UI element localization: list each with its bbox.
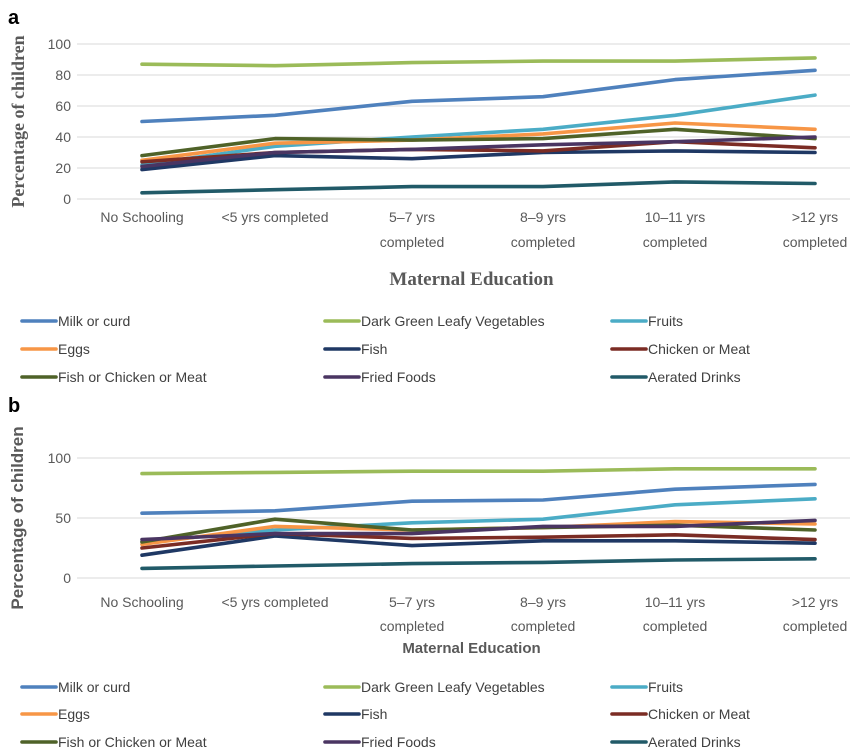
series-line-dark-green-leafy-vegetables [140, 56, 817, 68]
series-line-aerated-drinks [140, 180, 817, 195]
x-tick-label: 10–11 yrs completed [643, 209, 708, 250]
x-tick-label: >12 yrs completed [783, 594, 848, 634]
series-line-fish [140, 149, 817, 172]
x-axis-label: Maternal Education [402, 640, 540, 657]
legend: Milk or curd Dark Green Leafy Vegetables F… [20, 679, 750, 750]
y-tick-label: 0 [63, 191, 71, 207]
series-line-fruits [140, 93, 817, 167]
legend-label: Fried Foods [361, 734, 436, 750]
y-axis-label: Percentage of children [8, 35, 28, 207]
panel-letter: a [8, 7, 20, 29]
legend-label: Fruits [648, 313, 683, 329]
x-tick-label: <5 yrs completed [222, 594, 329, 610]
series-line-milk-or-curd [140, 482, 817, 516]
series-line-dark-green-leafy-vegetables [140, 466, 817, 476]
y-tick-label: 60 [55, 98, 71, 114]
legend-label: Milk or curd [58, 313, 130, 329]
legend-label: Fried Foods [361, 369, 436, 385]
y-tick-label: 20 [55, 160, 71, 176]
x-tick-label: <5 yrs completed [222, 209, 329, 225]
legend: Milk or curd Dark Green Leafy Vegetables F… [20, 313, 750, 385]
x-tick-label: 5–7 yrs completed [380, 209, 445, 250]
x-tick-label: No Schooling [100, 209, 183, 225]
legend-label: Dark Green Leafy Vegetables [361, 313, 545, 329]
series-line-fish [140, 534, 817, 558]
series-line-fried-foods [140, 135, 817, 169]
x-tick-label: 10–11 yrs completed [643, 594, 708, 634]
chart-panel-b: b 0 50 100 Percentage of children No Schoolin… [8, 395, 850, 750]
series-line-aerated-drinks [140, 556, 817, 571]
x-axis-label: Maternal Education [389, 269, 554, 290]
legend-label: Fish or Chicken or Meat [58, 369, 207, 385]
series-line-fruits [140, 496, 817, 544]
legend-label: Chicken or Meat [648, 706, 750, 722]
legend-label: Fish or Chicken or Meat [58, 734, 207, 750]
legend-label: Milk or curd [58, 679, 130, 695]
x-tick-label: >12 yrs completed [783, 209, 848, 250]
series-line-fried-foods [140, 518, 817, 542]
series-line-milk-or-curd [140, 68, 817, 124]
x-tick-label: 8–9 yrs completed [511, 594, 576, 634]
x-tick-label: 8–9 yrs completed [511, 209, 576, 250]
y-tick-label: 100 [48, 36, 72, 52]
legend-label: Aerated Drinks [648, 369, 741, 385]
y-tick-label: 80 [55, 67, 71, 83]
legend-label: Chicken or Meat [648, 341, 750, 357]
series-line-fish-or-chicken-or-meat [140, 127, 817, 158]
x-tick-label: 5–7 yrs completed [380, 594, 445, 634]
legend-label: Eggs [58, 706, 90, 722]
chart-panel-a: a 0 20 40 60 80 100 Percentage of children No Sc… [8, 7, 850, 385]
legend-label: Fish [361, 706, 387, 722]
y-tick-label: 0 [63, 570, 71, 586]
legend-label: Fruits [648, 679, 683, 695]
legend-label: Fish [361, 341, 387, 357]
y-tick-label: 50 [55, 510, 71, 526]
y-tick-label: 40 [55, 129, 71, 145]
legend-label: Eggs [58, 341, 90, 357]
y-axis-label: Percentage of children [8, 426, 27, 609]
series-line-eggs [140, 121, 817, 163]
legend-label: Dark Green Leafy Vegetables [361, 679, 545, 695]
legend-label: Aerated Drinks [648, 734, 741, 750]
y-tick-label: 100 [48, 450, 72, 466]
panel-letter: b [8, 395, 20, 417]
x-tick-label: No Schooling [100, 594, 183, 610]
